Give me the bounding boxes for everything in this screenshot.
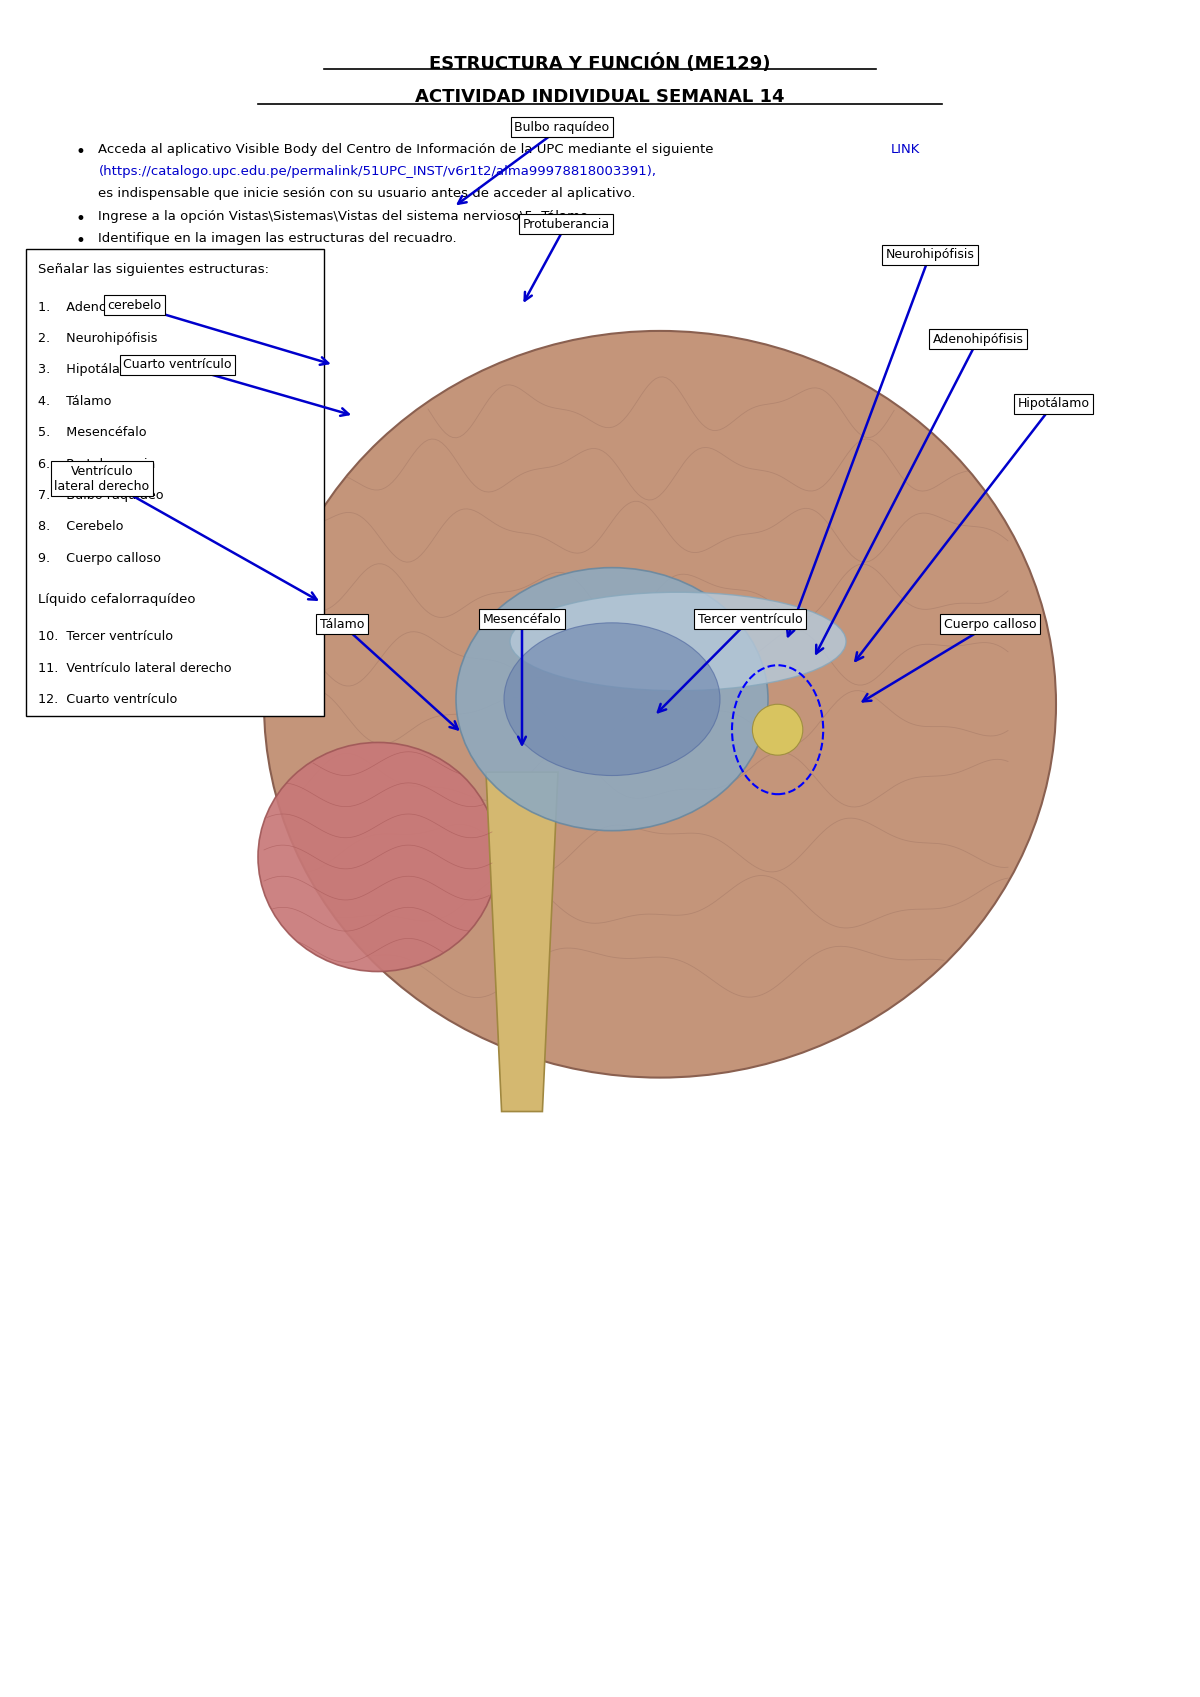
Text: (https://catalogo.upc.edu.pe/permalink/51UPC_INST/v6r1t2/alma99978818003391),: (https://catalogo.upc.edu.pe/permalink/5… bbox=[98, 165, 656, 178]
Polygon shape bbox=[486, 772, 558, 1112]
Ellipse shape bbox=[456, 567, 768, 832]
Text: 7.    Bulbo raquídeo: 7. Bulbo raquídeo bbox=[38, 489, 164, 502]
Text: •: • bbox=[76, 210, 85, 229]
Text: 12.  Cuarto ventrículo: 12. Cuarto ventrículo bbox=[38, 692, 178, 706]
Ellipse shape bbox=[264, 331, 1056, 1078]
Text: Cuarto ventrículo: Cuarto ventrículo bbox=[124, 358, 232, 372]
Text: 1.    Adenohipófisis: 1. Adenohipófisis bbox=[38, 300, 160, 314]
Text: 3.    Hipotálamo: 3. Hipotálamo bbox=[38, 363, 140, 377]
Text: 4.    Tálamo: 4. Tálamo bbox=[38, 395, 112, 407]
Text: Ingrese a la opción Vistas\Sistemas\Vistas del sistema nervioso\5. Tálamo.: Ingrese a la opción Vistas\Sistemas\Vist… bbox=[98, 210, 593, 224]
Text: Bulbo raquídeo: Bulbo raquídeo bbox=[514, 120, 610, 134]
Text: Adenohipófisis: Adenohipófisis bbox=[932, 333, 1024, 346]
Text: LINK: LINK bbox=[890, 143, 919, 156]
Text: Mesencéfalo: Mesencéfalo bbox=[482, 613, 562, 626]
Text: Identifique en la imagen las estructuras del recuadro.: Identifique en la imagen las estructuras… bbox=[98, 232, 457, 246]
Text: Acceda al aplicativo Visible Body del Centro de Información de la UPC mediante e: Acceda al aplicativo Visible Body del Ce… bbox=[98, 143, 718, 156]
Ellipse shape bbox=[504, 623, 720, 776]
Text: 10.  Tercer ventrículo: 10. Tercer ventrículo bbox=[38, 630, 174, 643]
Text: 2.    Neurohipófisis: 2. Neurohipófisis bbox=[38, 333, 158, 344]
Text: Hipotálamo: Hipotálamo bbox=[1018, 397, 1090, 411]
Ellipse shape bbox=[510, 592, 846, 691]
Text: Líquido cefalorraquídeo: Líquido cefalorraquídeo bbox=[38, 592, 196, 606]
Text: Neurohipófisis: Neurohipófisis bbox=[886, 248, 974, 261]
Text: cerebelo: cerebelo bbox=[107, 299, 162, 312]
Ellipse shape bbox=[258, 743, 498, 971]
Text: 6.    Protuberancia: 6. Protuberancia bbox=[38, 458, 156, 470]
Text: Cuerpo calloso: Cuerpo calloso bbox=[943, 618, 1037, 631]
FancyBboxPatch shape bbox=[26, 249, 324, 716]
Text: Tálamo: Tálamo bbox=[320, 618, 364, 631]
Text: •: • bbox=[76, 232, 85, 251]
Text: ACTIVIDAD INDIVIDUAL SEMANAL 14: ACTIVIDAD INDIVIDUAL SEMANAL 14 bbox=[415, 88, 785, 107]
Text: es indispensable que inicie sesión con su usuario antes de acceder al aplicativo: es indispensable que inicie sesión con s… bbox=[98, 187, 636, 200]
Text: Tercer ventrículo: Tercer ventrículo bbox=[697, 613, 803, 626]
Text: 9.    Cuerpo calloso: 9. Cuerpo calloso bbox=[38, 552, 161, 565]
Text: Señalar las siguientes estructuras:: Señalar las siguientes estructuras: bbox=[38, 263, 269, 277]
Text: ESTRUCTURA Y FUNCIÓN (ME129): ESTRUCTURA Y FUNCIÓN (ME129) bbox=[430, 54, 770, 73]
Text: 8.    Cerebelo: 8. Cerebelo bbox=[38, 521, 124, 533]
Text: 5.    Mesencéfalo: 5. Mesencéfalo bbox=[38, 426, 148, 440]
Text: 11.  Ventrículo lateral derecho: 11. Ventrículo lateral derecho bbox=[38, 662, 232, 675]
Text: •: • bbox=[76, 143, 85, 161]
Text: Ventrículo
lateral derecho: Ventrículo lateral derecho bbox=[54, 465, 150, 492]
Text: Protuberancia: Protuberancia bbox=[523, 217, 610, 231]
Ellipse shape bbox=[752, 704, 803, 755]
